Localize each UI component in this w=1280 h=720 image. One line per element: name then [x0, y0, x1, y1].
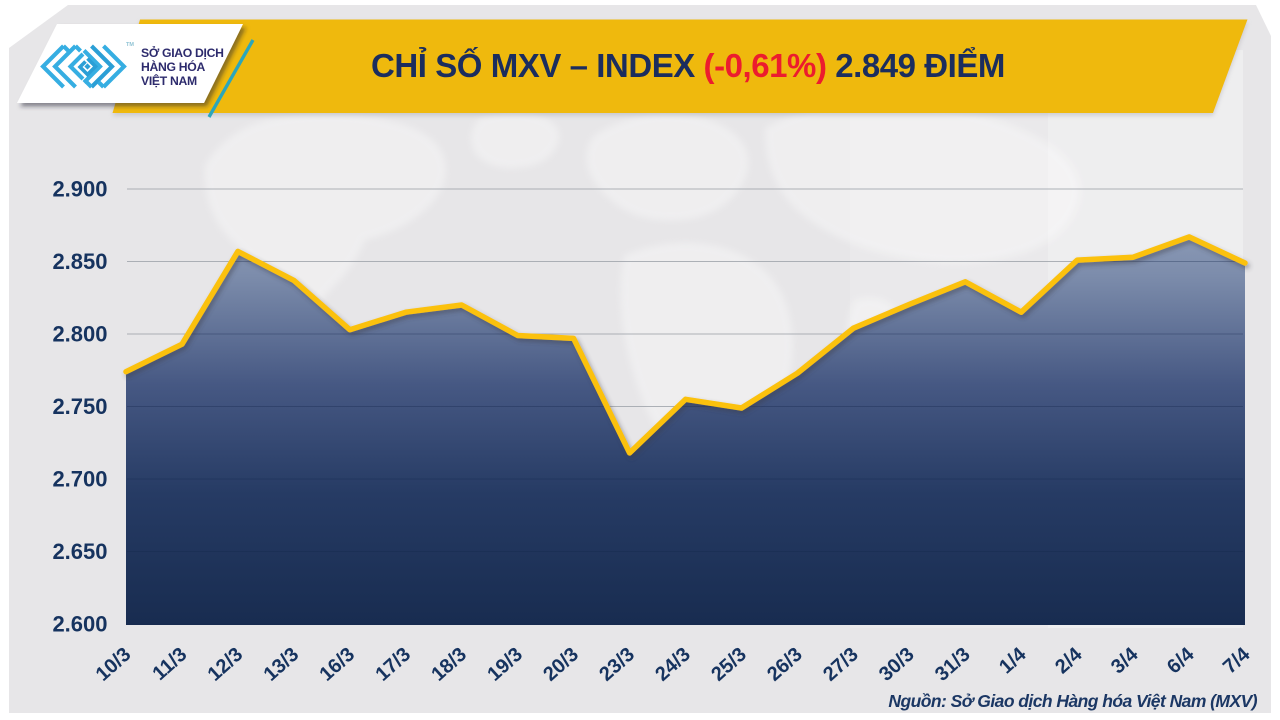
svg-text:SỞ GIAO DỊCH: SỞ GIAO DỊCH: [141, 45, 224, 60]
svg-text:2.700: 2.700: [52, 467, 107, 492]
svg-text:2.750: 2.750: [52, 394, 107, 419]
svg-text:HÀNG HÓA: HÀNG HÓA: [141, 59, 205, 74]
svg-text:VIỆT NAM: VIỆT NAM: [141, 73, 197, 88]
svg-text:CHỈ SỐ MXV – INDEX (-0,61%) 2.: CHỈ SỐ MXV – INDEX (-0,61%) 2.849 ĐIỂM: [371, 46, 1005, 84]
svg-text:2.800: 2.800: [52, 322, 107, 347]
svg-text:2.850: 2.850: [52, 249, 107, 274]
svg-text:2.900: 2.900: [52, 177, 107, 202]
svg-text:2.600: 2.600: [52, 612, 107, 637]
svg-text:Nguồn: Sở Giao dịch Hàng hóa V: Nguồn: Sở Giao dịch Hàng hóa Việt Nam (M…: [888, 691, 1257, 711]
svg-text:2.650: 2.650: [52, 539, 107, 564]
svg-text:TM: TM: [126, 42, 134, 48]
